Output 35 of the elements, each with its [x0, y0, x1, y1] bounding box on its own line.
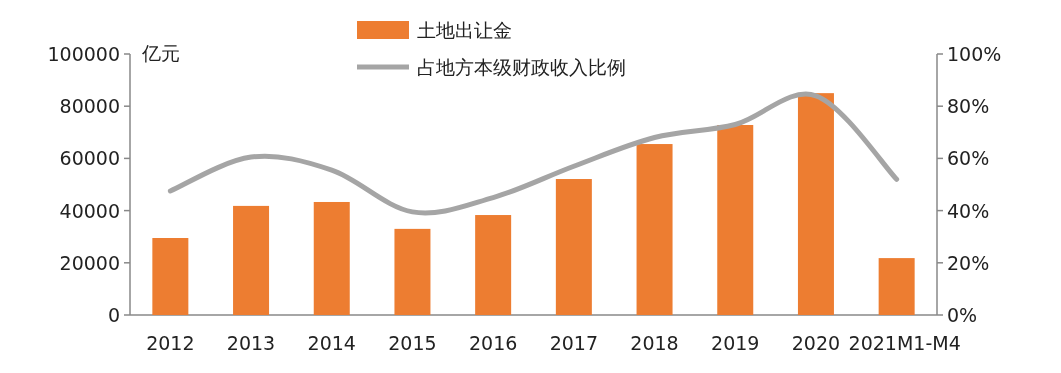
x-tick-label: 2017: [549, 332, 599, 354]
y-tick-label: 100000: [47, 43, 120, 65]
bar: [555, 179, 592, 315]
y-tick-label: 40000: [59, 199, 120, 222]
y-tick-label: 60000: [59, 147, 120, 170]
legend-label: 占地方本级财政收入比例: [417, 56, 626, 78]
x-tick-label: 2013: [226, 332, 276, 354]
x-tick-label: 2020: [791, 332, 841, 354]
y2-tick-label: 0%: [947, 304, 978, 326]
bar: [394, 228, 431, 315]
x-tick-label: 2018: [630, 332, 679, 354]
bar: [717, 124, 754, 315]
y2-tick-label: 60%: [947, 147, 990, 170]
bar: [797, 93, 834, 315]
x-tick-label: 2012: [146, 332, 195, 354]
y-tick-label: 80000: [59, 95, 120, 118]
y-tick-label: 20000: [59, 251, 120, 274]
y2-tick-label: 100%: [947, 43, 1002, 65]
y2-tick-label: 40%: [947, 199, 990, 222]
bar: [313, 201, 350, 315]
x-tick-label: 2019: [711, 332, 760, 354]
y-tick-label: 0: [107, 304, 120, 326]
x-tick-label: 2014: [307, 332, 356, 354]
bar: [152, 238, 189, 315]
bar: [878, 258, 915, 315]
y2-tick-label: 80%: [947, 95, 990, 118]
x-tick-label: 2021M1-M4: [848, 332, 961, 354]
x-tick-label: 2015: [388, 332, 437, 354]
legend-label: 土地出让金: [417, 19, 512, 41]
x-tick-label: 2016: [468, 332, 518, 354]
y-axis-title: 亿元: [141, 42, 180, 64]
bar: [475, 215, 512, 315]
bar: [636, 144, 673, 315]
bar: [233, 205, 270, 315]
y2-tick-label: 20%: [947, 251, 990, 274]
